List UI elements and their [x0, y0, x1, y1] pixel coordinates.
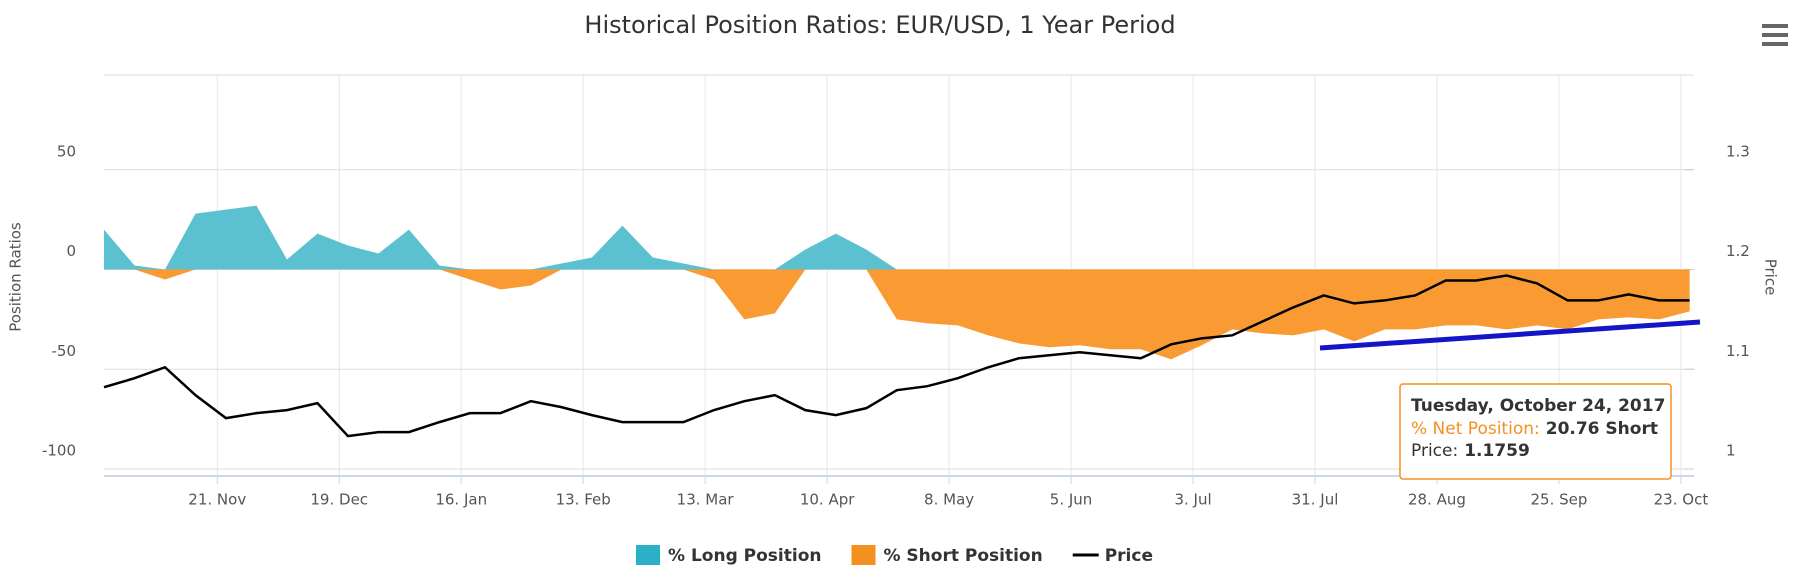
x-tick-label: 5. Jun: [1050, 491, 1093, 509]
chart-title: Historical Position Ratios: EUR/USD, 1 Y…: [584, 11, 1175, 39]
legend-swatch: [851, 545, 876, 565]
tooltip-label: % Net Position:: [1411, 419, 1540, 439]
x-tick-label: 19. Dec: [310, 491, 368, 509]
x-tick-label: 23. Oct: [1654, 491, 1709, 509]
y2-tick-label: 1.1: [1726, 342, 1750, 360]
tooltip-row: Price: 1.1759: [1411, 441, 1530, 461]
legend-label: Price: [1105, 546, 1153, 566]
menu-icon[interactable]: [1762, 24, 1788, 46]
y-tick-label: -100: [42, 442, 76, 460]
y2-axis-title: Price: [1762, 259, 1780, 296]
x-tick-label: 25. Sep: [1531, 491, 1588, 509]
tooltip: Tuesday, October 24, 2017 % Net Position:…: [1399, 383, 1672, 480]
tooltip-box: [1399, 383, 1672, 480]
legend-swatch: [636, 545, 660, 565]
y-tick-label: -50: [52, 342, 77, 360]
x-tick-label: 13. Mar: [677, 491, 735, 509]
legend-label: % Long Position: [668, 546, 821, 566]
y-axis-title: Position Ratios: [7, 222, 25, 332]
area: [104, 205, 1690, 270]
area: [104, 269, 1690, 360]
x-tick-label: 8. May: [924, 491, 974, 509]
tooltip-value: 1.1759: [1464, 441, 1530, 461]
x-tick-label: 13. Feb: [556, 491, 611, 509]
x-tick-label: 10. Apr: [800, 491, 855, 509]
legend-label: % Short Position: [883, 546, 1042, 566]
tooltip-title: Tuesday, October 24, 2017: [1411, 396, 1665, 416]
y2-tick-label: 1.2: [1726, 242, 1750, 260]
price-line: [103, 274, 1690, 438]
x-tick-label: 28. Aug: [1408, 491, 1466, 509]
tooltip-row: % Net Position: 20.76 Short: [1411, 419, 1658, 439]
tooltip-value: 20.76 Short: [1546, 419, 1658, 439]
x-tick-label: 16. Jan: [435, 491, 487, 509]
y-tick-label: 50: [57, 142, 76, 160]
x-tick-label: 3. Jul: [1174, 491, 1211, 509]
x-tick-label: 21. Nov: [188, 491, 246, 509]
y-tick-label: 0: [66, 242, 76, 260]
y2-tick-label: 1: [1726, 442, 1736, 460]
tooltip-label: Price:: [1411, 441, 1458, 461]
y2-tick-label: 1.3: [1726, 142, 1750, 160]
x-tick-label: 31. Jul: [1292, 491, 1339, 509]
trend-line: [1319, 319, 1701, 351]
